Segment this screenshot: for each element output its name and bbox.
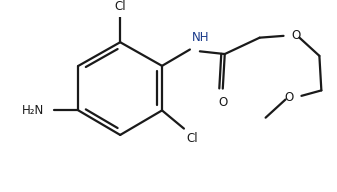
Text: O: O: [218, 96, 227, 109]
Text: H₂N: H₂N: [22, 104, 44, 117]
Text: O: O: [292, 29, 301, 42]
Text: O: O: [284, 91, 294, 104]
Text: Cl: Cl: [114, 0, 126, 13]
Text: Cl: Cl: [186, 132, 197, 145]
Text: NH: NH: [192, 31, 209, 44]
